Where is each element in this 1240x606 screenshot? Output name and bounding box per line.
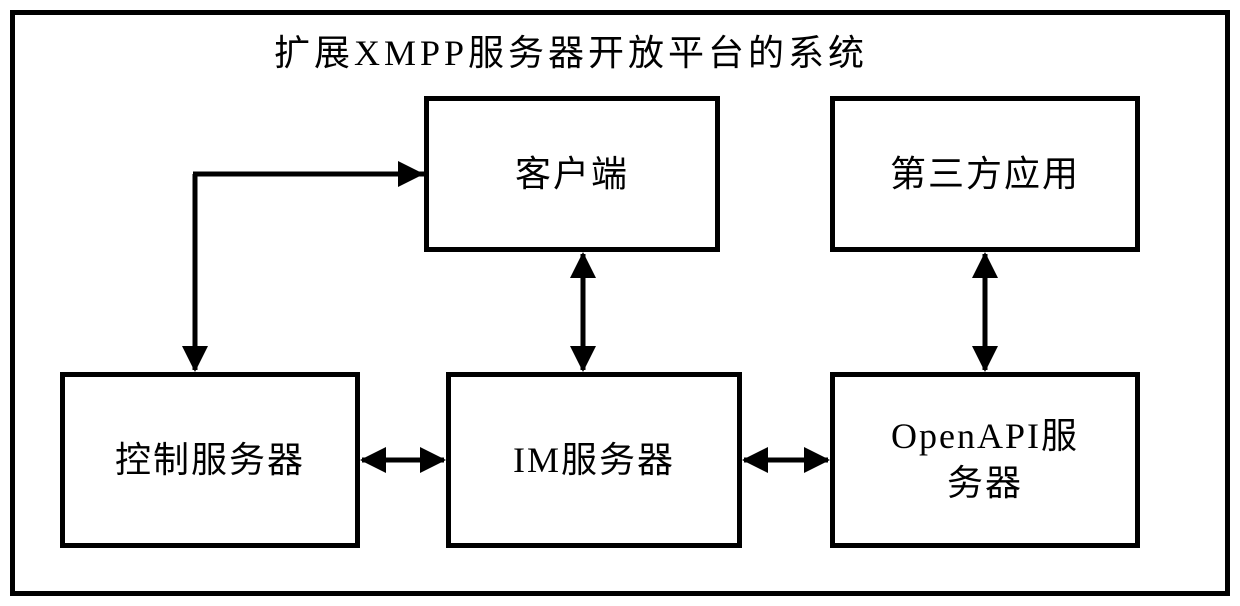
node-im-server: IM服务器 <box>446 372 742 548</box>
diagram-title: 扩展XMPP服务器开放平台的系统 <box>270 26 872 81</box>
node-control-server: 控制服务器 <box>60 372 360 548</box>
node-im-label: IM服务器 <box>513 437 675 484</box>
node-third-party-app: 第三方应用 <box>830 96 1140 252</box>
node-client: 客户端 <box>424 96 720 252</box>
node-openapi-server: OpenAPI服务器 <box>830 372 1140 548</box>
node-control-label: 控制服务器 <box>115 437 305 484</box>
node-openapi-label: OpenAPI服务器 <box>891 413 1079 507</box>
node-client-label: 客户端 <box>515 151 629 198</box>
node-third-label: 第三方应用 <box>890 151 1080 198</box>
